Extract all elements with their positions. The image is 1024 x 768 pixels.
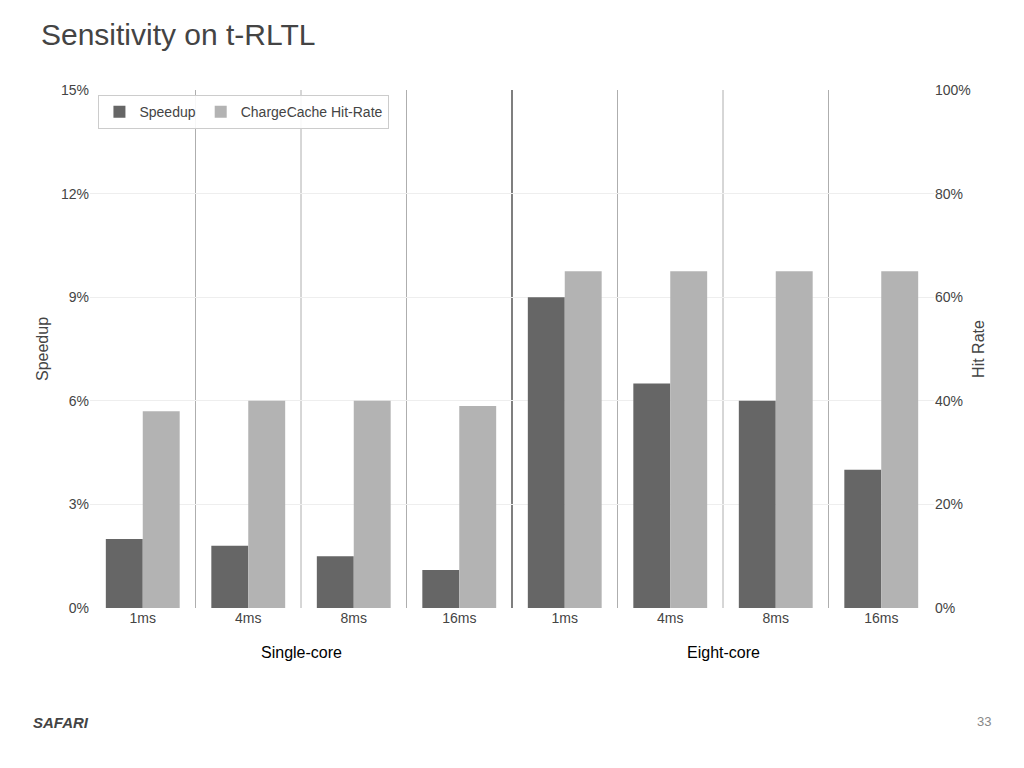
svg-text:60%: 60%	[935, 289, 963, 305]
svg-text:6%: 6%	[69, 393, 89, 409]
svg-text:8ms: 8ms	[341, 610, 367, 626]
svg-text:15%: 15%	[61, 82, 89, 98]
svg-text:80%: 80%	[935, 186, 963, 202]
svg-text:12%: 12%	[61, 186, 89, 202]
svg-text:1ms: 1ms	[552, 610, 578, 626]
svg-text:100%: 100%	[935, 82, 971, 98]
svg-text:SAFARI: SAFARI	[33, 714, 89, 731]
svg-text:0%: 0%	[935, 600, 955, 616]
svg-text:Speedup: Speedup	[139, 104, 195, 120]
svg-text:16ms: 16ms	[442, 610, 476, 626]
svg-text:33: 33	[977, 714, 991, 729]
svg-text:Single-core: Single-core	[261, 644, 342, 661]
svg-text:3%: 3%	[69, 496, 89, 512]
svg-text:9%: 9%	[69, 289, 89, 305]
svg-text:Sensitivity on t-RLTL: Sensitivity on t-RLTL	[41, 18, 316, 51]
svg-text:Speedup: Speedup	[34, 317, 51, 381]
svg-text:ChargeCache Hit-Rate: ChargeCache Hit-Rate	[241, 104, 383, 120]
svg-text:16ms: 16ms	[864, 610, 898, 626]
svg-text:40%: 40%	[935, 393, 963, 409]
svg-text:4ms: 4ms	[657, 610, 683, 626]
svg-text:1ms: 1ms	[130, 610, 156, 626]
svg-text:4ms: 4ms	[235, 610, 261, 626]
svg-text:8ms: 8ms	[763, 610, 789, 626]
svg-text:20%: 20%	[935, 496, 963, 512]
svg-text:Hit Rate: Hit Rate	[970, 320, 987, 378]
svg-text:Eight-core: Eight-core	[687, 644, 760, 661]
svg-text:0%: 0%	[69, 600, 89, 616]
